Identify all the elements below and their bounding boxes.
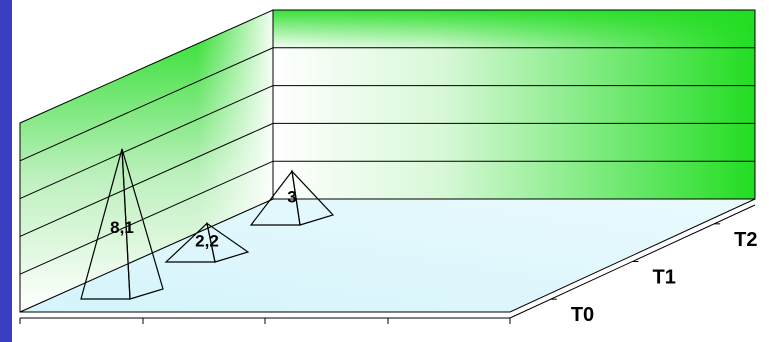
depth-axis: T0 T1 T2 — [550, 223, 758, 326]
data-label: 2,2 — [195, 231, 219, 250]
gridline — [19, 122, 755, 237]
pyramid-t2: 3 — [249, 169, 335, 226]
data-label: 3 — [287, 187, 296, 206]
back-wall — [272, 9, 756, 200]
pyramid-face — [291, 169, 335, 226]
left-accent-bar — [0, 0, 12, 342]
gridline — [19, 47, 755, 162]
pyramid-t0: 8,1 — [80, 148, 164, 300]
gridline — [19, 160, 755, 275]
depth-tick-label: T1 — [653, 267, 676, 289]
side-wall — [19, 9, 274, 313]
pyramid-series: 8,1 2,2 3 — [80, 148, 335, 300]
pyramid-t1: 2,2 — [164, 222, 250, 263]
depth-tick-label: T2 — [734, 229, 757, 251]
data-label: 8,1 — [110, 218, 134, 237]
pyramid-face — [121, 148, 164, 300]
pyramid-face — [206, 222, 250, 263]
gridlines — [19, 47, 755, 275]
depth-tick-label: T0 — [571, 304, 594, 326]
gridline — [19, 85, 755, 200]
